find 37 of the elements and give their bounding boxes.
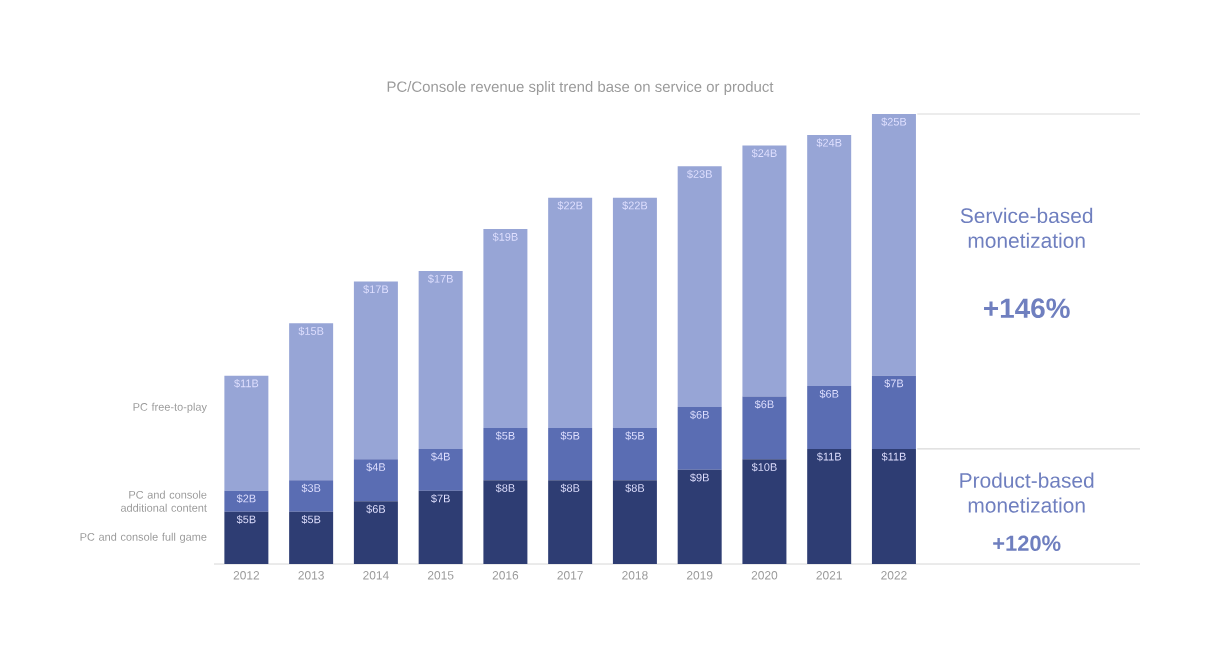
bar bbox=[418, 490, 463, 564]
text: +120% bbox=[993, 535, 1061, 552]
text: Service-based monetization bbox=[960, 207, 1093, 249]
bar bbox=[742, 459, 787, 564]
bar bbox=[289, 323, 334, 481]
bar bbox=[353, 281, 398, 460]
bar bbox=[353, 459, 398, 502]
text: Product-based monetization bbox=[960, 472, 1094, 513]
bar bbox=[418, 448, 463, 491]
bar bbox=[612, 480, 657, 564]
bar bbox=[548, 427, 593, 481]
bar bbox=[483, 427, 528, 481]
bar bbox=[612, 197, 657, 428]
bar bbox=[807, 448, 852, 564]
bar bbox=[483, 480, 528, 564]
bar bbox=[548, 197, 593, 428]
bar bbox=[224, 511, 269, 564]
bar bbox=[289, 480, 334, 512]
bar bbox=[483, 229, 528, 428]
bar bbox=[224, 375, 269, 491]
bar bbox=[871, 448, 916, 564]
bar bbox=[353, 501, 398, 564]
bar bbox=[871, 375, 916, 449]
bar bbox=[871, 114, 916, 376]
bar bbox=[807, 134, 852, 387]
bar bbox=[677, 469, 722, 564]
bar bbox=[677, 166, 722, 408]
bar bbox=[548, 480, 593, 564]
bar bbox=[742, 145, 787, 397]
bar bbox=[807, 386, 852, 449]
text: +146% bbox=[984, 298, 1070, 319]
bar bbox=[742, 396, 787, 460]
bar bbox=[289, 511, 334, 564]
bar bbox=[612, 427, 657, 481]
bar bbox=[677, 407, 722, 470]
bar bbox=[224, 490, 269, 512]
bar bbox=[418, 270, 463, 449]
